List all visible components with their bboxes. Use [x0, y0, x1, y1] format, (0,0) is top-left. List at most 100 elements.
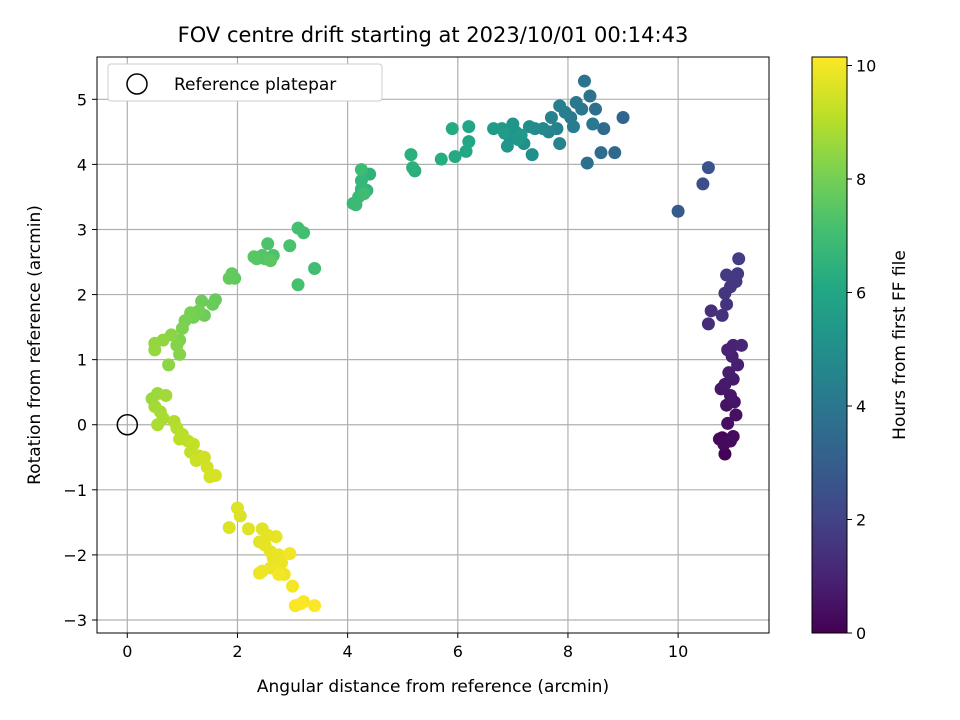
- y-tick-label: −1: [63, 481, 87, 500]
- data-point: [506, 117, 520, 131]
- y-tick-label: 5: [77, 90, 87, 109]
- legend-marker: [126, 73, 148, 95]
- legend-label: Reference platepar: [174, 75, 336, 95]
- data-point: [575, 102, 589, 116]
- y-tick-label: 0: [77, 416, 87, 435]
- data-point: [434, 152, 448, 166]
- data-point: [264, 254, 278, 268]
- y-tick-label: 3: [77, 220, 87, 239]
- data-point: [354, 163, 368, 177]
- data-point: [230, 501, 244, 515]
- data-point: [722, 366, 736, 380]
- data-point: [200, 460, 214, 474]
- data-point: [308, 599, 322, 613]
- data-point: [616, 111, 630, 125]
- data-point: [566, 120, 580, 134]
- data-point: [723, 388, 737, 402]
- data-point: [195, 294, 209, 308]
- chart-title: FOV centre drift starting at 2023/10/01 …: [178, 23, 689, 47]
- data-point: [718, 447, 732, 461]
- x-tick-label: 10: [668, 642, 688, 661]
- data-point: [726, 429, 740, 443]
- data-point: [283, 547, 297, 561]
- data-point: [734, 338, 748, 352]
- colorbar-gradient: [811, 56, 848, 634]
- data-point: [206, 297, 220, 311]
- reference-platepar-marker: [116, 413, 139, 436]
- y-axis-ticks: −3 −2 −1 0 1 2 3 4 5: [63, 90, 97, 630]
- colorbar-tick-label: 8: [856, 170, 866, 189]
- data-point: [720, 268, 734, 282]
- reference-marker-layer: [116, 413, 139, 436]
- data-point: [175, 321, 189, 335]
- data-point: [247, 250, 261, 264]
- data-point: [404, 148, 418, 162]
- data-point: [241, 522, 255, 536]
- data-point: [148, 343, 162, 357]
- legend: Reference platepar: [107, 63, 383, 102]
- data-point: [720, 297, 734, 311]
- data-point: [583, 89, 597, 103]
- data-point: [580, 156, 594, 170]
- data-point: [553, 137, 567, 151]
- colorbar-tick-label: 6: [856, 284, 866, 303]
- data-point: [597, 122, 611, 136]
- data-point: [222, 521, 236, 535]
- x-tick-label: 8: [563, 642, 573, 661]
- data-point: [729, 408, 743, 422]
- data-point: [294, 597, 308, 611]
- data-point: [272, 567, 286, 581]
- data-point: [151, 418, 165, 432]
- data-point: [608, 146, 622, 160]
- x-tick-label: 2: [232, 642, 242, 661]
- data-point: [498, 126, 512, 140]
- y-axis-label: Rotation from reference (arcmin): [25, 205, 45, 485]
- data-point: [208, 468, 222, 482]
- data-point: [159, 388, 173, 402]
- data-point: [261, 237, 275, 251]
- legend-box: [107, 63, 383, 102]
- data-point: [283, 239, 297, 253]
- y-tick-label: 1: [77, 351, 87, 370]
- data-point: [448, 150, 462, 164]
- data-point: [487, 122, 501, 136]
- data-point: [701, 317, 715, 331]
- data-point: [222, 271, 236, 285]
- data-point: [162, 358, 176, 372]
- data-point: [308, 262, 322, 276]
- data-point: [553, 99, 567, 113]
- data-point: [696, 177, 710, 191]
- data-point: [544, 111, 558, 125]
- x-tick-label: 4: [343, 642, 353, 661]
- grid: [97, 57, 769, 633]
- data-point: [732, 252, 746, 266]
- data-point: [701, 161, 715, 175]
- data-point: [731, 267, 745, 281]
- data-point: [286, 579, 300, 593]
- y-tick-label: −3: [63, 611, 87, 630]
- y-tick-label: −2: [63, 546, 87, 565]
- x-axis-label: Angular distance from reference (arcmin): [257, 677, 609, 697]
- data-point: [252, 566, 266, 580]
- data-point: [721, 416, 735, 430]
- data-point: [525, 148, 539, 162]
- plot-frame: [96, 56, 770, 634]
- colorbar-label: Hours from first FF file: [890, 250, 910, 440]
- x-tick-label: 0: [122, 642, 132, 661]
- colorbar-ticks: 0 2 4 6 8 10: [847, 57, 876, 643]
- data-point: [349, 198, 363, 212]
- x-tick-label: 6: [453, 642, 463, 661]
- colorbar: 0 2 4 6 8 10 Hours from first FF file: [811, 56, 910, 643]
- colorbar-tick-label: 0: [856, 624, 866, 643]
- data-point: [275, 556, 289, 570]
- data-point: [357, 187, 371, 201]
- y-tick-label: 2: [77, 286, 87, 305]
- x-axis-ticks: 0 2 4 6 8 10: [122, 633, 688, 661]
- data-point: [671, 204, 685, 218]
- data-point: [715, 308, 729, 322]
- data-point: [173, 347, 187, 361]
- data-point: [462, 135, 476, 149]
- data-point: [291, 221, 305, 235]
- colorbar-tick-label: 10: [856, 57, 876, 76]
- data-point: [588, 102, 602, 116]
